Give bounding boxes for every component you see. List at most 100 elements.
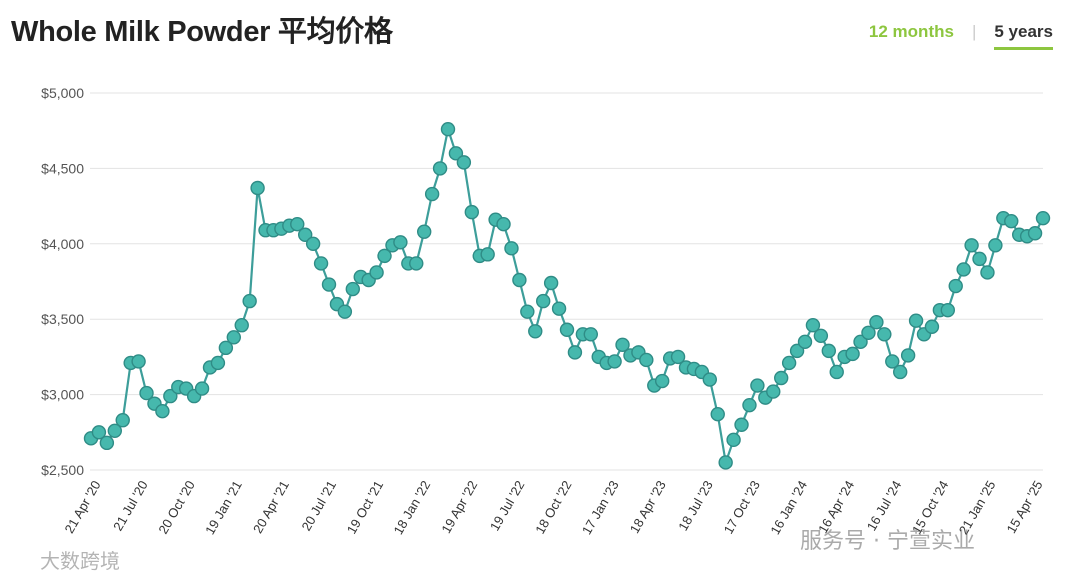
data-point[interactable]: [877, 327, 892, 342]
data-point[interactable]: [607, 354, 622, 369]
data-point[interactable]: [845, 346, 860, 362]
data-point[interactable]: [290, 216, 305, 232]
data-point[interactable]: [829, 364, 844, 380]
x-tick-label: 19 Jan '21: [202, 478, 245, 537]
data-point[interactable]: [861, 325, 876, 340]
data-point[interactable]: [155, 403, 170, 419]
data-point[interactable]: [512, 272, 527, 288]
data-point[interactable]: [710, 407, 725, 422]
data-point[interactable]: [115, 413, 130, 428]
data-point[interactable]: [853, 334, 868, 350]
data-point[interactable]: [432, 161, 448, 176]
data-point[interactable]: [543, 275, 559, 291]
data-point[interactable]: [869, 315, 884, 330]
data-point[interactable]: [702, 372, 717, 387]
data-point[interactable]: [242, 293, 257, 309]
data-point[interactable]: [520, 304, 535, 319]
data-point[interactable]: [900, 348, 916, 363]
data-point[interactable]: [797, 334, 813, 350]
data-point[interactable]: [639, 352, 654, 368]
data-point[interactable]: [774, 370, 789, 386]
data-point[interactable]: [409, 256, 424, 271]
data-point[interactable]: [369, 265, 384, 280]
data-point[interactable]: [424, 186, 440, 202]
data-point[interactable]: [377, 248, 392, 264]
data-point[interactable]: [440, 121, 456, 137]
data-point[interactable]: [885, 354, 900, 369]
data-point[interactable]: [551, 301, 567, 316]
data-point[interactable]: [496, 216, 511, 232]
data-point[interactable]: [305, 236, 321, 252]
data-point[interactable]: [789, 343, 805, 359]
data-point[interactable]: [718, 455, 733, 470]
x-tick-label: 21 Apr '20: [62, 478, 104, 536]
data-point[interactable]: [781, 355, 797, 371]
data-point[interactable]: [536, 293, 551, 309]
data-point[interactable]: [559, 322, 575, 337]
data-point[interactable]: [734, 417, 749, 432]
x-tick-label: 16 Jul '24: [864, 478, 905, 533]
data-point[interactable]: [91, 425, 107, 440]
y-tick-label: $4,500: [41, 160, 84, 176]
data-point[interactable]: [972, 251, 987, 267]
data-point[interactable]: [988, 238, 1003, 253]
data-point[interactable]: [805, 318, 821, 333]
data-point[interactable]: [99, 435, 115, 451]
data-point[interactable]: [615, 337, 630, 353]
data-point[interactable]: [480, 247, 495, 262]
data-point[interactable]: [448, 146, 464, 161]
data-point[interactable]: [742, 397, 757, 413]
data-point[interactable]: [924, 319, 940, 334]
data-point[interactable]: [298, 227, 313, 242]
series-layer: [83, 121, 1051, 470]
range-selector: 12 months | 5 years: [869, 22, 1053, 50]
watermark-brand-text: 大数跨境: [40, 549, 120, 573]
y-tick-label: $4,000: [41, 236, 84, 252]
data-point[interactable]: [940, 302, 955, 318]
x-tick-label: 16 Apr '24: [815, 478, 857, 536]
data-point[interactable]: [1004, 213, 1019, 229]
data-point[interactable]: [813, 328, 829, 343]
data-point[interactable]: [131, 354, 146, 369]
data-point[interactable]: [948, 278, 963, 294]
tab-5-years[interactable]: 5 years: [994, 22, 1053, 50]
data-point[interactable]: [504, 241, 519, 256]
data-point[interactable]: [194, 381, 210, 396]
series-line: [90, 128, 1044, 464]
data-point[interactable]: [964, 238, 979, 253]
data-point[interactable]: [163, 388, 178, 404]
data-point[interactable]: [226, 330, 242, 345]
data-point[interactable]: [345, 281, 360, 297]
data-point[interactable]: [456, 155, 472, 170]
data-point[interactable]: [893, 364, 908, 380]
data-point[interactable]: [750, 378, 765, 393]
tab-12-months[interactable]: 12 months: [868, 22, 954, 41]
data-point[interactable]: [567, 345, 583, 360]
data-point[interactable]: [980, 265, 995, 280]
data-point[interactable]: [321, 277, 337, 292]
data-point[interactable]: [337, 304, 353, 319]
data-point[interactable]: [821, 343, 836, 359]
x-tick-label: 21 Jul '20: [110, 478, 151, 533]
data-point[interactable]: [107, 423, 123, 438]
data-point[interactable]: [210, 355, 226, 371]
data-point[interactable]: [1035, 210, 1051, 226]
data-point[interactable]: [956, 262, 971, 277]
data-point[interactable]: [417, 224, 432, 239]
data-point[interactable]: [766, 384, 781, 399]
data-point[interactable]: [528, 324, 543, 339]
data-point[interactable]: [393, 235, 408, 250]
data-point[interactable]: [670, 349, 686, 365]
data-point[interactable]: [1027, 226, 1043, 241]
data-point[interactable]: [726, 432, 741, 448]
data-point[interactable]: [313, 256, 329, 271]
data-point[interactable]: [908, 313, 924, 328]
data-point[interactable]: [464, 204, 479, 220]
data-point[interactable]: [583, 327, 598, 342]
data-point[interactable]: [139, 385, 154, 401]
data-point[interactable]: [234, 318, 249, 333]
data-point[interactable]: [250, 180, 265, 196]
data-point[interactable]: [218, 340, 234, 356]
data-point[interactable]: [655, 373, 670, 389]
